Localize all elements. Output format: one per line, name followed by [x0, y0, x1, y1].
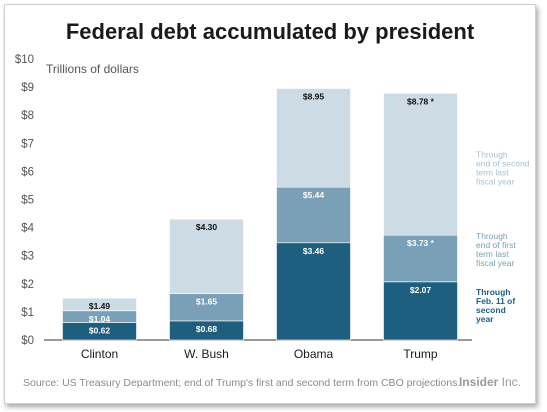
bar-segment: [169, 293, 244, 322]
data-label: $2.07: [410, 285, 432, 295]
y-tick-label: $8: [21, 110, 34, 122]
y-tick-label: $3: [21, 251, 34, 263]
annotation-line: fiscal year: [476, 258, 514, 268]
data-label: $5.44: [303, 190, 325, 200]
data-label: $1.65: [196, 297, 218, 307]
annotation-line: Through: [476, 149, 508, 159]
annotation-line: term last: [476, 167, 509, 177]
data-label: $8.95: [303, 92, 325, 102]
annotation-line: end of second: [476, 158, 530, 168]
brand-logo: Insider Inc.: [459, 375, 521, 389]
y-axis-label: Trillions of dollars: [46, 62, 139, 76]
annotation-line: Feb. 11 of: [476, 296, 515, 306]
x-tick-label: Trump: [403, 347, 438, 361]
bar-segment: [276, 242, 351, 341]
y-tick-label: $1: [21, 307, 34, 319]
x-tick-label: W. Bush: [184, 347, 229, 361]
data-label: $0.68: [196, 324, 218, 334]
brand-suffix: Inc.: [498, 375, 521, 389]
chart-title: Federal debt accumulated by president: [65, 19, 475, 44]
y-tick-label: $9: [21, 82, 34, 94]
y-tick-label: $5: [21, 195, 34, 207]
bar-segment: [383, 92, 458, 236]
y-tick-label: $6: [21, 166, 34, 178]
y-tick-label: $7: [21, 138, 34, 150]
y-tick-label: $2: [21, 279, 34, 291]
data-label: $3.73 *: [407, 238, 435, 248]
annotation-line: Through: [476, 231, 508, 241]
data-label: $3.46: [303, 246, 325, 256]
bar-segment: [62, 297, 137, 312]
y-tick-label: $0: [21, 335, 34, 347]
data-label: $1.04: [89, 314, 111, 324]
annotation-line: Through: [476, 287, 510, 297]
annotation-line: end of first: [476, 240, 516, 250]
bar-segment: [169, 218, 244, 294]
annotation-line: year: [476, 314, 494, 324]
bar-segment: [383, 281, 458, 341]
annotation-line: fiscal year: [476, 176, 514, 186]
x-tick-label: Obama: [294, 347, 334, 361]
source-note: Source: US Treasury Department; end of T…: [23, 377, 461, 389]
y-tick-label: $10: [15, 54, 34, 66]
bar-segment: [276, 88, 351, 188]
data-label: $0.62: [89, 326, 111, 336]
data-label: $8.78 *: [407, 96, 435, 106]
bar-segment: [383, 234, 458, 283]
annotation-line: second: [476, 305, 506, 315]
data-label: $4.30: [196, 222, 218, 232]
x-tick-label: Clinton: [81, 347, 118, 361]
brand-name: Insider: [458, 375, 499, 389]
data-label: $1.49: [89, 301, 111, 311]
annotation-line: term last: [476, 249, 509, 259]
y-tick-label: $4: [21, 223, 34, 235]
